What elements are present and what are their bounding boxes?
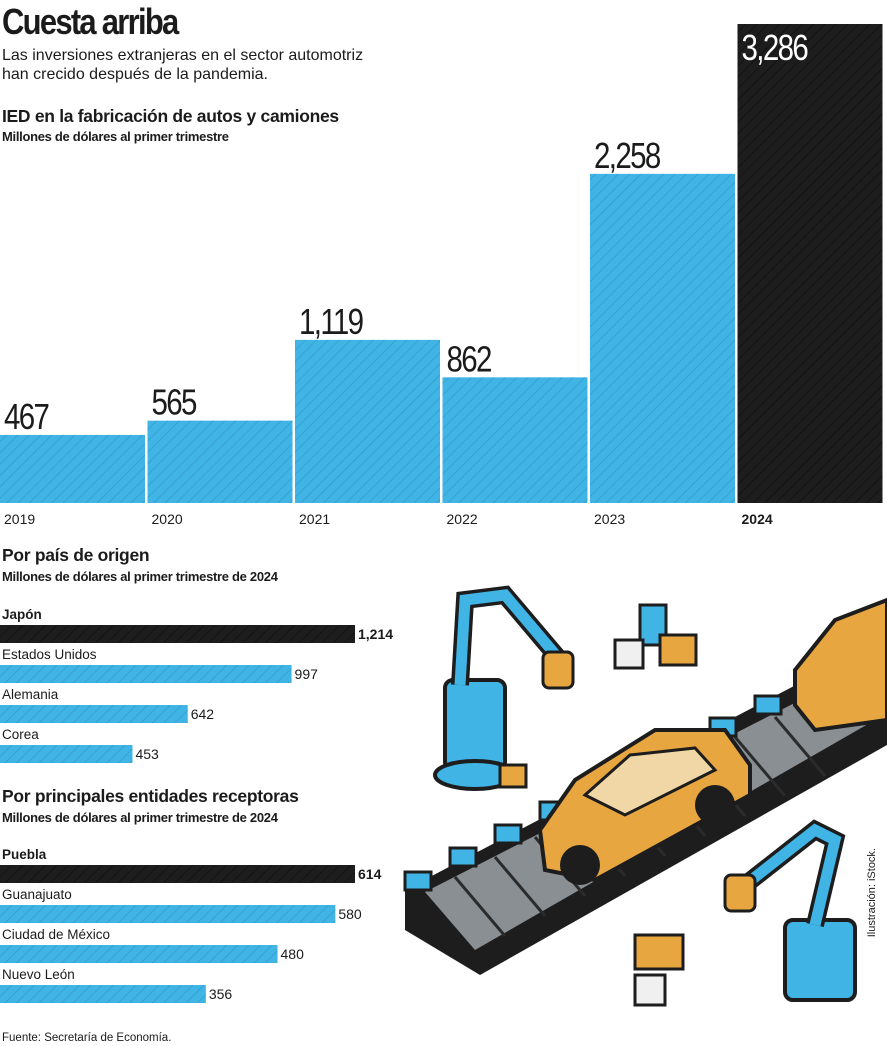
category-label-3-2: Ciudad de México (2, 927, 111, 942)
hbar-value-Nuevo León: 356 (209, 986, 233, 1002)
yearly-bar-chart: 467 2019 565 2020 1,119 2021 862 2022 2,258 2023 3… (0, 24, 883, 527)
bar-hatch-2019 (0, 434, 145, 503)
bar-hatch-2023 (590, 173, 735, 503)
hbar-value-Alemania: 642 (191, 706, 215, 722)
robot-arm-right (723, 819, 857, 1002)
subtitle: Las inversiones extranjeras en el sector… (2, 47, 364, 83)
hbar-row-3-0: 614 (0, 865, 382, 883)
source-footnote: Fuente: Secretaría de Economía. (2, 1032, 172, 1044)
hbar-hatch-Corea (0, 745, 133, 763)
hbar-value-Estados Unidos: 997 (295, 666, 319, 682)
hbar-value-Ciudad de México: 480 (281, 946, 305, 962)
chart3-subtitle: Millones de dólares al primer trimestre … (2, 810, 278, 825)
category-label-3-1: Guanajuato (2, 887, 72, 902)
category-label-3-0: Puebla (2, 847, 47, 862)
category-label-2020: 2020 (152, 511, 183, 527)
chart1-subtitle: Millones de dólares al primer trimestre (2, 129, 229, 144)
chart2-subtitle: Millones de dólares al primer trimestre … (2, 569, 278, 584)
hbar-hatch-Puebla (0, 865, 355, 883)
value-label-2024: 3,286 (742, 27, 808, 67)
bar-hatch-2022 (442, 377, 588, 503)
hbar-value-Corea: 453 (135, 746, 159, 762)
hbar-value-Guanajuato: 580 (338, 906, 362, 922)
hbar-hatch-Guanajuato (0, 905, 336, 923)
value-label-2019: 467 (4, 396, 49, 436)
chart2-title: Por país de origen (2, 545, 150, 565)
car-illustration (537, 728, 752, 885)
value-label-2020: 565 (152, 382, 197, 422)
robot-arm-left (433, 585, 575, 791)
hbar-value-Puebla: 614 (358, 866, 382, 882)
hbar-hatch-Japón (0, 625, 355, 643)
hbar-row-2-1: 997 (0, 665, 319, 683)
category-label-2-0: Japón (2, 607, 42, 622)
hbar-row-2-0: 1,214 (0, 625, 393, 643)
category-label-2-3: Corea (2, 727, 39, 742)
category-label-2023: 2023 (594, 511, 625, 527)
chart1-title: IED en la fabricación de autos y camione… (2, 106, 339, 126)
category-label-2021: 2021 (299, 511, 330, 527)
value-label-2022: 862 (447, 339, 492, 379)
bar-hatch-2024 (737, 24, 883, 503)
chart3-title: Por principales entidades receptoras (2, 786, 299, 806)
category-label-2-2: Alemania (2, 687, 59, 702)
category-label-2024: 2024 (742, 511, 773, 527)
value-label-2021: 1,119 (299, 301, 363, 341)
hbar-row-3-3: 356 (0, 985, 233, 1003)
category-label-2-1: Estados Unidos (2, 647, 97, 662)
car-illustration-2 (793, 597, 887, 733)
bar-hatch-2020 (147, 420, 293, 503)
hbar-hatch-Ciudad de México (0, 945, 278, 963)
category-label-2019: 2019 (4, 511, 35, 527)
hbar-row-2-3: 453 (0, 745, 159, 763)
hbar-hatch-Nuevo León (0, 985, 206, 1003)
assembly-line-illustration (403, 585, 887, 1007)
boxes (498, 603, 698, 1007)
hbar-row-3-1: 580 (0, 905, 362, 923)
value-label-2023: 2,258 (594, 135, 660, 175)
hbar-row-3-2: 480 (0, 945, 305, 963)
illustration-credit: Ilustración: iStock. (866, 848, 878, 938)
hbar-hatch-Alemania (0, 705, 188, 723)
hbar-row-2-2: 642 (0, 705, 215, 723)
main-title: Cuesta arriba (2, 1, 179, 42)
bar-hatch-2021 (295, 339, 440, 503)
hbar-value-Japón: 1,214 (358, 626, 393, 642)
category-label-2022: 2022 (447, 511, 478, 527)
category-label-3-3: Nuevo León (2, 967, 75, 982)
hbar-hatch-Estados Unidos (0, 665, 292, 683)
